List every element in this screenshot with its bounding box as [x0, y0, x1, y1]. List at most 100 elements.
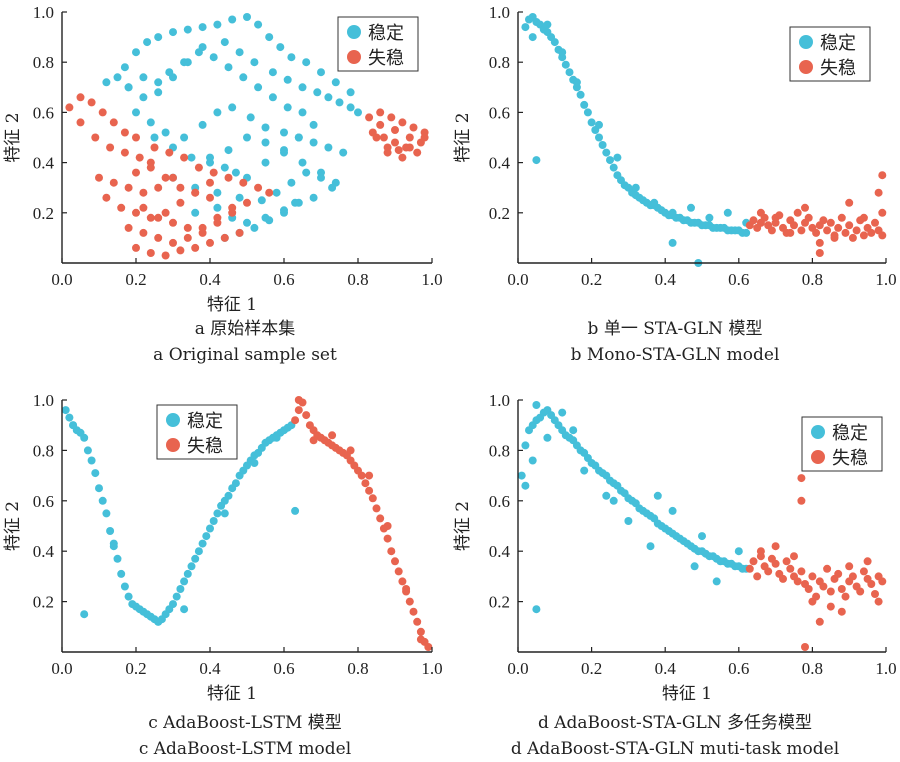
x-tick-label: 0.2 — [581, 659, 602, 678]
point-stable — [109, 542, 118, 551]
point-stable — [154, 88, 163, 97]
y-tick-label: 0.2 — [489, 593, 510, 612]
legend-label-unstable: 失稳 — [832, 448, 868, 469]
point-stable — [183, 569, 192, 578]
point-unstable — [859, 213, 868, 222]
point-stable — [521, 441, 530, 450]
point-stable — [580, 466, 589, 475]
point-stable — [243, 13, 251, 21]
point-unstable — [132, 168, 140, 177]
point-stable — [172, 592, 181, 601]
point-unstable — [782, 557, 791, 566]
caption-c-cn: c AdaBoost-LSTM 模型 — [148, 713, 342, 733]
point-stable — [198, 539, 207, 548]
chart-a: 0.0 0.2 0.4 0.6 0.8 1.0 0.2 0.4 0.6 0.8 1.0 特征 1 特征 … — [3, 3, 443, 315]
caption-a-cn: a 原始样本集 — [194, 319, 296, 339]
point-unstable — [302, 411, 311, 420]
point-stable — [243, 218, 251, 227]
point-stable — [550, 38, 559, 47]
point-stable — [354, 108, 362, 117]
point-unstable — [808, 597, 817, 606]
y-axis-label: 特征 2 — [453, 112, 473, 162]
point-stable — [254, 20, 263, 29]
point-stable — [698, 532, 706, 541]
x-tick-label: 0.2 — [125, 270, 146, 289]
legend-marker-stable — [799, 35, 813, 49]
point-unstable — [372, 504, 381, 513]
point-unstable — [841, 592, 850, 601]
point-stable — [272, 433, 281, 442]
point-unstable — [749, 557, 758, 566]
point-stable — [561, 60, 570, 69]
point-unstable — [76, 93, 85, 102]
point-stable — [98, 496, 107, 505]
x-axis-label: 特征 1 — [662, 684, 712, 704]
point-unstable — [405, 597, 414, 606]
legend-marker-stable — [811, 425, 825, 439]
point-unstable — [117, 203, 126, 212]
point-unstable — [391, 126, 399, 134]
scatter-points — [517, 401, 887, 651]
point-unstable — [797, 496, 806, 505]
point-stable — [261, 138, 270, 147]
point-stable — [254, 83, 263, 92]
legend-marker-stable — [166, 413, 180, 427]
point-stable — [690, 562, 699, 571]
point-unstable — [294, 406, 303, 415]
point-unstable — [165, 148, 174, 157]
point-unstable — [878, 577, 887, 586]
point-stable — [120, 582, 129, 591]
point-stable — [346, 88, 355, 97]
point-stable — [150, 133, 159, 142]
scatter-points — [521, 13, 887, 267]
point-unstable — [146, 213, 155, 222]
point-stable — [528, 33, 537, 42]
point-unstable — [845, 198, 854, 207]
point-unstable — [209, 168, 218, 177]
point-stable — [183, 25, 192, 34]
point-unstable — [254, 183, 263, 192]
chart-c: 0.0 0.2 0.4 0.6 0.8 1.0 0.2 0.4 0.6 0.8 1.0 特征 1 特征 … — [3, 391, 443, 704]
point-unstable — [815, 249, 824, 257]
point-stable — [180, 133, 189, 142]
point-stable — [317, 173, 325, 182]
point-unstable — [357, 471, 366, 480]
point-stable — [668, 208, 677, 217]
x-tick-label: 1.0 — [875, 270, 896, 289]
point-stable — [265, 33, 274, 42]
point-unstable — [416, 627, 425, 636]
point-stable — [569, 426, 578, 435]
point-unstable — [161, 173, 170, 182]
point-unstable — [106, 143, 115, 152]
point-stable — [268, 93, 277, 102]
point-unstable — [76, 118, 85, 127]
point-unstable — [753, 572, 762, 581]
y-axis-label: 特征 2 — [453, 501, 473, 551]
legend-label-unstable: 失稳 — [368, 48, 404, 69]
point-stable — [213, 20, 222, 29]
point-unstable — [365, 471, 374, 480]
point-stable — [154, 33, 163, 42]
point-unstable — [309, 436, 318, 445]
point-unstable — [368, 494, 377, 503]
point-unstable — [874, 597, 883, 606]
point-unstable — [346, 446, 355, 455]
point-unstable — [756, 208, 765, 217]
point-stable — [224, 146, 233, 155]
point-unstable — [405, 133, 414, 142]
point-unstable — [771, 542, 780, 551]
y-tick-label: 0.6 — [33, 492, 54, 511]
point-stable — [298, 83, 307, 92]
point-stable — [213, 108, 222, 117]
point-unstable — [124, 223, 133, 232]
point-stable — [124, 592, 133, 601]
point-unstable — [826, 218, 835, 227]
point-stable — [191, 554, 200, 563]
point-unstable — [169, 238, 177, 247]
point-unstable — [394, 567, 403, 576]
point-stable — [235, 193, 244, 202]
y-tick-label: 0.4 — [33, 154, 55, 173]
point-unstable — [867, 228, 876, 237]
